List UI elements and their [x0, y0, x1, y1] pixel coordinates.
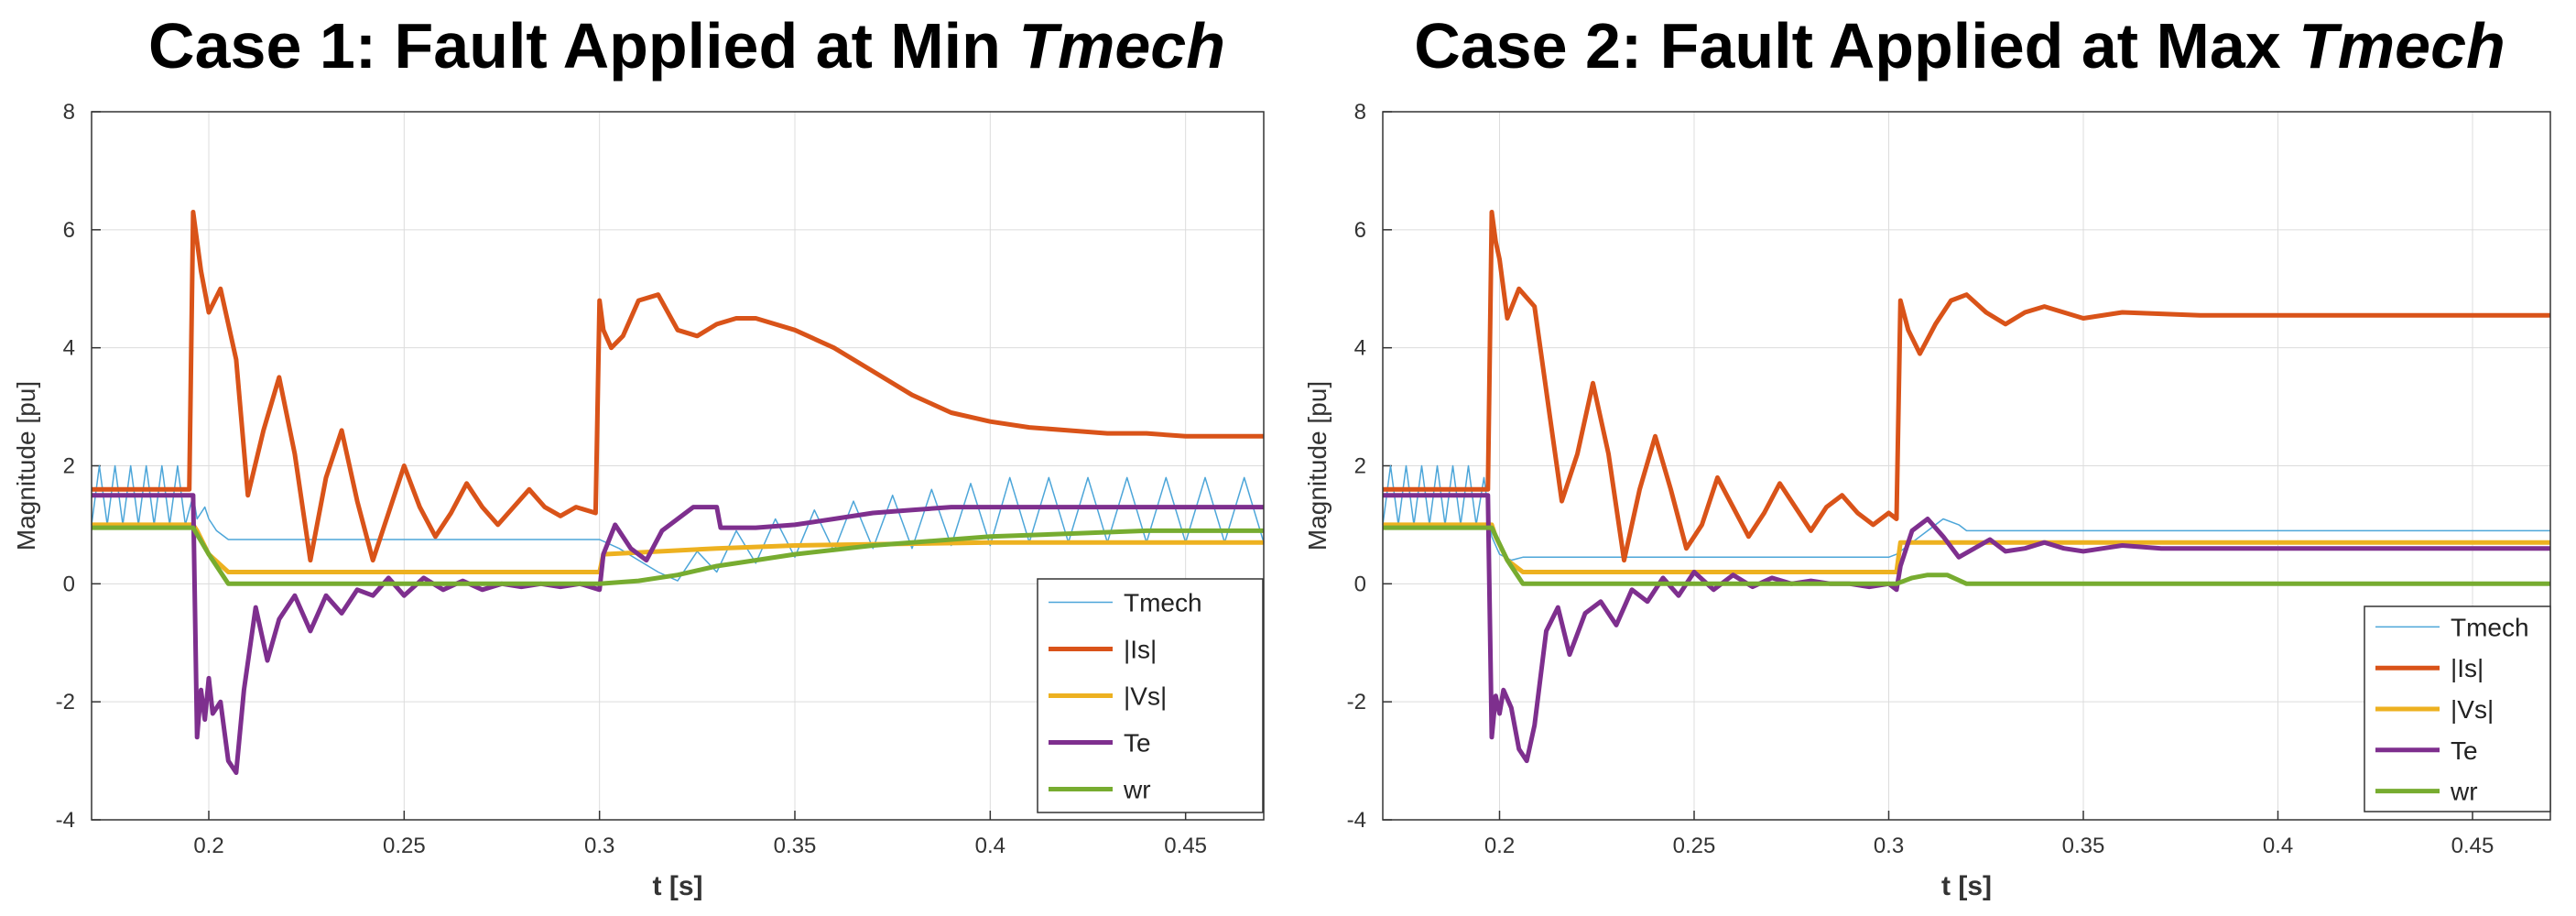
y-tick-label: -2	[56, 690, 75, 714]
y-axis-label: Magnitude [pu]	[12, 381, 40, 551]
series-line-wr	[92, 525, 1264, 586]
legend-label: |Vs|	[2451, 695, 2494, 724]
x-tick-label: 0.2	[193, 834, 223, 858]
legend-label: wr	[1123, 776, 1151, 804]
y-tick-label: 2	[1354, 454, 1366, 479]
x-tick-label: 0.2	[1484, 834, 1515, 858]
axes-box	[1382, 111, 2551, 821]
chart-panel-case1: Case 1: Fault Applied at Min Tmech 0.2 0.…	[0, 0, 1282, 916]
x-axis-label: t [s]	[1941, 871, 1992, 901]
legend-label: |Is|	[2451, 654, 2484, 682]
x-tick-label: 0.25	[383, 834, 426, 858]
line-chart-case1: 0.2 0.25 0.3 0.35 0.4 0.45 -4 -2 0 2 4 6 8 t [s] Magni…	[12, 100, 1265, 901]
y-tick-label: -4	[1347, 808, 1366, 833]
y-tick-label: 4	[1354, 336, 1366, 361]
y-tick-label: 8	[1354, 100, 1366, 125]
x-tick-label: 0.4	[2263, 834, 2293, 858]
chart-title-case1: Case 1: Fault Applied at Min Tmech	[92, 9, 1282, 82]
x-tick-label: 0.25	[1673, 834, 1716, 858]
series-line-te	[92, 493, 1264, 775]
x-tick-label: 0.3	[1874, 834, 1904, 858]
line-chart-case2: 0.2 0.25 0.3 0.35 0.4 0.45 -4 -2 0 2 4 6 8 t [s] Magni…	[1303, 100, 2551, 901]
y-tick-label: 0	[1354, 572, 1366, 596]
y-tick-label: 6	[1354, 218, 1366, 243]
x-tick-label: 0.45	[2451, 834, 2494, 858]
chart-title-case2-em: Tmech	[2299, 10, 2505, 82]
legend-label: |Is|	[1124, 636, 1157, 664]
x-tick-label: 0.35	[2062, 834, 2105, 858]
x-axis-label: t [s]	[653, 871, 703, 901]
x-tick-label: 0.3	[584, 834, 614, 858]
series-line-te	[1383, 493, 2550, 764]
legend-label: Tmech	[1124, 589, 1202, 617]
series-line-wr	[1383, 525, 2550, 586]
chart-title-case1-em: Tmech	[1018, 10, 1225, 82]
series-line-is	[1383, 210, 2550, 563]
x-tick-label: 0.35	[774, 834, 817, 858]
legend-label: wr	[2450, 778, 2478, 806]
y-axis-label: Magnitude [pu]	[1303, 381, 1331, 551]
y-tick-label: 0	[63, 572, 75, 596]
legend-label: Te	[2451, 736, 2478, 765]
y-tick-label: -4	[56, 808, 75, 833]
series-line-is	[92, 210, 1264, 563]
legend-label: Te	[1124, 729, 1151, 758]
chart-title-case2-text: Case 2: Fault Applied at Max	[1414, 10, 2299, 82]
chart-title-case1-text: Case 1: Fault Applied at Min	[148, 10, 1019, 82]
x-tick-label: 0.45	[1164, 834, 1207, 858]
chart-panel-case2: Case 2: Fault Applied at Max Tmech 0.2 0.…	[1300, 0, 2576, 916]
y-tick-label: 6	[63, 218, 75, 243]
chart-title-case2: Case 2: Fault Applied at Max Tmech	[1364, 9, 2555, 82]
legend-label: |Vs|	[1124, 682, 1167, 711]
y-tick-label: 4	[63, 336, 75, 361]
axes-box	[91, 111, 1265, 821]
y-tick-label: 2	[63, 454, 75, 479]
x-tick-label: 0.4	[975, 834, 1005, 858]
y-tick-label: -2	[1347, 690, 1366, 714]
y-tick-label: 8	[63, 100, 75, 125]
legend-label: Tmech	[2451, 613, 2529, 641]
